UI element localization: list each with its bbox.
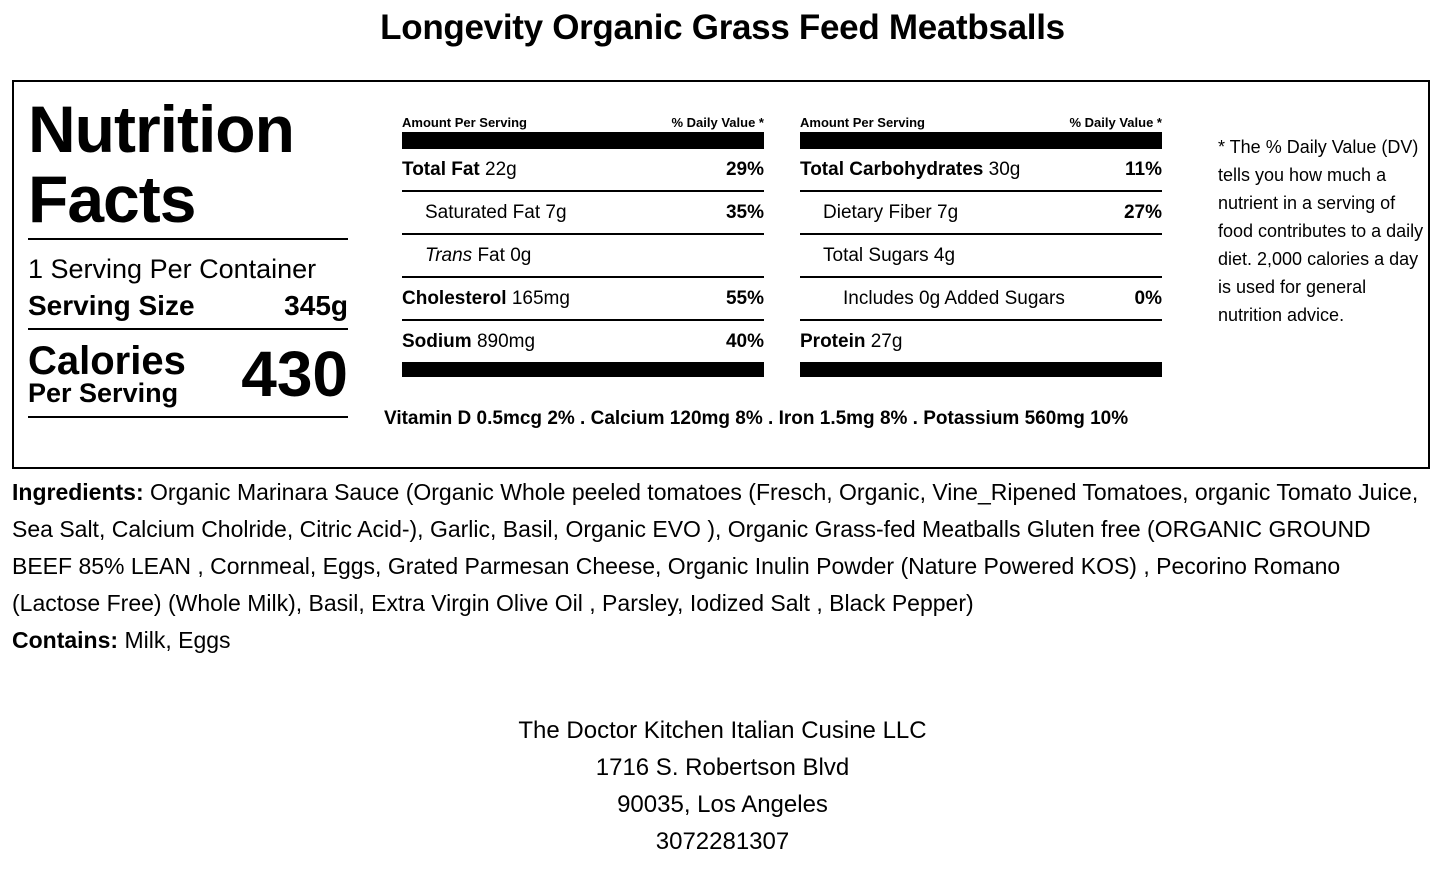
nutrient-name: Includes 0g Added Sugars xyxy=(843,287,1065,309)
nutrient-name: Cholesterol xyxy=(402,287,507,309)
company-name: The Doctor Kitchen Italian Cusine LLC xyxy=(518,717,927,744)
table-header: Amount Per Serving % Daily Value * xyxy=(402,115,764,149)
nutrient-row-protein: Protein 27g xyxy=(800,321,1162,377)
nutrient-row-added-sugars: Includes 0g Added Sugars 0% xyxy=(800,278,1162,321)
nutrient-amount: 7g xyxy=(545,201,567,223)
nutrient-row-total-sugars: Total Sugars 4g xyxy=(800,235,1162,278)
nutrient-amount: 165mg xyxy=(511,287,570,309)
ingredients-line: Ingredients: Organic Marinara Sauce (Org… xyxy=(12,474,1432,622)
daily-value-header: % Daily Value * xyxy=(671,115,765,130)
product-title: Longevity Organic Grass Feed Meatbsalls xyxy=(380,8,1065,47)
nutrient-amount: 22g xyxy=(485,158,517,180)
nutrient-pct: 27% xyxy=(1123,201,1162,223)
servings-per-container: 1 Serving Per Container xyxy=(28,254,317,284)
nutrient-row-total-carbohydrates: Total Carbohydrates 30g 11% xyxy=(800,149,1162,192)
nutrient-table-left: Amount Per Serving % Daily Value * Total… xyxy=(402,115,764,377)
nutrient-pct: 55% xyxy=(725,287,764,309)
nutrition-panel: Nutrition Facts 1 Serving Per Container … xyxy=(12,80,1430,469)
calories-row: Calories Per Serving 430 xyxy=(28,330,348,418)
ingredients-label: Ingredients: xyxy=(12,479,144,505)
nutrient-row-cholesterol: Cholesterol 165mg 55% xyxy=(402,278,764,321)
street-address: 1716 S. Robertson Blvd xyxy=(595,754,850,781)
contains-label: Contains: xyxy=(12,627,119,653)
city-address: 90035, Los Angeles xyxy=(617,791,828,818)
daily-value-footnote: * The % Daily Value (DV) tells you how m… xyxy=(1218,137,1424,325)
nutrient-amount: 0g xyxy=(510,244,532,266)
nutrient-name: Dietary Fiber xyxy=(823,201,932,223)
calories-label-group: Calories Per Serving xyxy=(28,339,186,408)
calories-value: 430 xyxy=(241,338,348,410)
phone-number: 3072281307 xyxy=(655,828,790,855)
manufacturer-footer: The Doctor Kitchen Italian Cusine LLC 17… xyxy=(0,712,1445,860)
nutrient-amount: 30g xyxy=(988,158,1021,180)
nutrient-name: Total Carbohydrates xyxy=(800,158,984,180)
ingredients-text: Organic Marinara Sauce (Organic Whole pe… xyxy=(12,479,1419,616)
nutrient-amount: 7g xyxy=(937,201,959,223)
nutrient-pct: 35% xyxy=(725,201,764,223)
nutrient-amount: 890mg xyxy=(476,330,536,352)
per-serving-label: Per Serving xyxy=(28,378,179,408)
nutrient-amount: 27g xyxy=(870,330,903,352)
heading-line-2: Facts xyxy=(28,162,196,236)
nutrient-row-total-fat: Total Fat 22g 29% xyxy=(402,149,764,192)
nutrient-table-right: Amount Per Serving % Daily Value * Total… xyxy=(800,115,1162,377)
nutrient-name: Trans xyxy=(425,244,473,266)
nutrient-row-dietary-fiber: Dietary Fiber 7g 27% xyxy=(800,192,1162,235)
nutrient-name: Saturated Fat xyxy=(425,201,541,223)
serving-size-label: Serving Size xyxy=(28,290,195,321)
nutrient-name: Sodium xyxy=(402,330,472,352)
nutrient-pct: 0% xyxy=(1134,287,1162,309)
nutrient-pct: 29% xyxy=(725,158,764,180)
nutrition-facts-heading: Nutrition Facts xyxy=(28,94,348,240)
nutrient-pct: 11% xyxy=(1125,158,1162,180)
serving-size-value: 345g xyxy=(284,290,348,321)
heading-line-1: Nutrition xyxy=(28,92,295,166)
calories-label: Calories xyxy=(28,339,186,383)
nutrient-name: Protein xyxy=(800,330,866,352)
amount-per-serving-header: Amount Per Serving xyxy=(402,115,527,130)
serving-size-row: Serving Size 345g xyxy=(28,286,348,330)
nutrition-facts-summary: Nutrition Facts 1 Serving Per Container … xyxy=(28,94,348,418)
nutrient-name: Total Sugars xyxy=(823,244,929,266)
daily-value-header: % Daily Value * xyxy=(1069,115,1163,130)
nutrient-name-suffix: Fat xyxy=(477,244,505,266)
nutrient-row-sodium: Sodium 890mg 40% xyxy=(402,321,764,377)
nutrient-row-saturated-fat: Saturated Fat 7g 35% xyxy=(402,192,764,235)
contains-line: Contains: Milk, Eggs xyxy=(12,622,1432,659)
nutrient-name: Total Fat xyxy=(402,158,480,180)
amount-per-serving-header: Amount Per Serving xyxy=(800,115,925,130)
contains-text: Milk, Eggs xyxy=(118,627,231,653)
nutrient-row-trans-fat: Trans Fat 0g xyxy=(402,235,764,278)
table-header: Amount Per Serving % Daily Value * xyxy=(800,115,1162,149)
nutrient-amount: 4g xyxy=(933,244,956,266)
nutrient-pct: 40% xyxy=(725,330,764,352)
ingredients-section: Ingredients: Organic Marinara Sauce (Org… xyxy=(12,474,1432,659)
vitamins-minerals-line: Vitamin D 0.5mcg 2% . Calcium 120mg 8% .… xyxy=(384,408,1129,429)
